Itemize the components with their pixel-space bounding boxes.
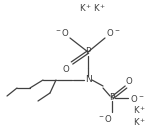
- Text: K$^+$: K$^+$: [79, 2, 93, 14]
- Text: P: P: [109, 94, 115, 102]
- Text: O$^-$: O$^-$: [106, 26, 120, 37]
- Text: O$^-$: O$^-$: [130, 92, 144, 103]
- Text: $^-$O: $^-$O: [97, 113, 113, 124]
- Text: K$^+$: K$^+$: [133, 116, 147, 128]
- Text: K$^+$: K$^+$: [93, 2, 107, 14]
- Text: P: P: [85, 48, 91, 56]
- Text: K$^+$: K$^+$: [133, 104, 147, 116]
- Text: O: O: [63, 64, 69, 73]
- Text: N: N: [85, 75, 91, 84]
- Text: $^-$O: $^-$O: [54, 26, 70, 37]
- Text: O: O: [126, 78, 132, 86]
